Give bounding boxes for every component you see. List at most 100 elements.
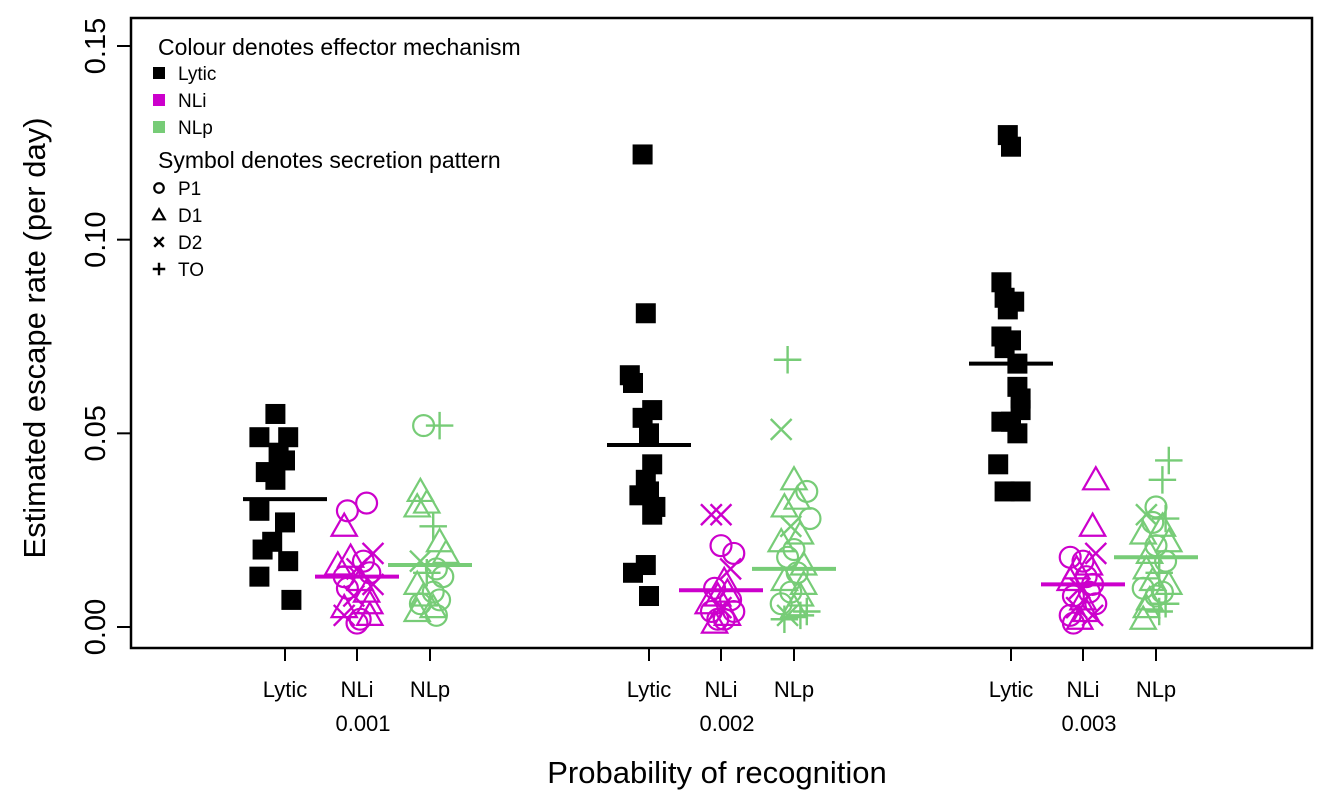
series-0.003-nli (1055, 464, 1111, 635)
point-cross (1081, 604, 1104, 627)
legend-symbol-circle (153, 182, 165, 194)
point-square (994, 338, 1015, 359)
legend-symbol-triangle (151, 207, 167, 221)
point-square (639, 423, 659, 444)
group-label: 0.001 (335, 711, 390, 736)
point-square (249, 500, 270, 521)
legend-colour-label: NLp (178, 118, 213, 139)
group-label: 0.002 (699, 711, 754, 736)
legend-colour-swatch (153, 67, 165, 79)
point-circle (355, 491, 379, 515)
x-tick-label: Lytic (263, 677, 307, 702)
legend-symbol-cross (153, 236, 165, 248)
point-square (639, 586, 659, 607)
point-triangle (782, 484, 812, 510)
x-tick-label: NLp (1136, 677, 1176, 702)
point-triangle (1055, 565, 1085, 592)
point-cross (709, 503, 733, 526)
point-square (994, 481, 1015, 502)
x-tick-label: NLi (340, 677, 373, 702)
x-tick-label: NLp (410, 677, 450, 702)
legend-colour-label: NLi (178, 91, 207, 112)
legend-colour-label: Lytic (178, 64, 216, 85)
point-triangle (402, 492, 432, 518)
x-axis: Lytic NLi NLp 0.001 Lytic NLi NLp 0.002 Lytic NLi… (263, 647, 1176, 736)
point-triangle (700, 608, 730, 634)
point-triangle (1154, 526, 1184, 553)
series-0.001-nlp (402, 411, 461, 627)
legend-symbol-title: Symbol denotes secretion pattern (158, 147, 501, 173)
point-square (252, 539, 273, 560)
point-square (642, 504, 663, 525)
legend-symbol-label: P1 (178, 179, 201, 200)
legend-symbol-label: D1 (178, 206, 202, 227)
x-tick-label: NLi (704, 677, 737, 702)
point-square (1001, 136, 1021, 157)
legend-colour-swatch (153, 94, 165, 106)
point-circle (712, 607, 736, 631)
point-square (997, 299, 1018, 320)
series-0.003-lytic (988, 125, 1031, 502)
series-0.002-nlp (766, 345, 822, 634)
point-cross (342, 584, 366, 608)
point-square (275, 450, 295, 471)
point-square (1007, 423, 1028, 444)
y-tick-label: 0.05 (80, 405, 112, 461)
point-circle (1061, 611, 1085, 635)
data-marks (249, 125, 1184, 635)
point-triangle (405, 476, 435, 503)
point-triangle (329, 592, 359, 619)
legend-symbol-plus (152, 262, 166, 276)
point-square (278, 427, 299, 448)
point-square (275, 512, 295, 533)
point-circle (782, 537, 806, 562)
point-triangle (1128, 519, 1158, 545)
legend-colour-swatch (153, 121, 165, 133)
point-square (991, 272, 1012, 293)
point-triangle (1128, 604, 1158, 630)
point-plus (1148, 466, 1177, 494)
point-square (249, 427, 270, 448)
legend-symbol-label: D2 (178, 233, 202, 254)
series-0.002-lytic (619, 144, 666, 607)
y-tick-label: 0.00 (80, 599, 112, 655)
series-0.001-lytic (249, 403, 302, 610)
point-triangle (336, 542, 366, 568)
point-plus (1155, 446, 1183, 475)
point-triangle (323, 550, 353, 576)
point-square (1010, 481, 1031, 502)
point-triangle (779, 464, 809, 491)
legend: Colour denotes effector mechanism Lytic NL… (151, 34, 521, 281)
x-tick-label: Lytic (989, 677, 1033, 702)
point-square (629, 485, 650, 506)
point-plus (770, 605, 799, 634)
point-circle (345, 611, 369, 635)
y-axis-title: Estimated escape rate (per day) (17, 117, 52, 558)
point-plus (419, 512, 447, 541)
point-circle (421, 580, 445, 604)
point-triangle (402, 596, 432, 623)
point-square (265, 469, 286, 490)
legend-symbol-label: TO (178, 260, 204, 281)
point-circle (722, 541, 746, 565)
series-0.003-nlp (1128, 446, 1184, 630)
legend-colour-title: Colour denotes effector mechanism (158, 34, 521, 60)
point-triangle (1154, 569, 1184, 595)
point-square (632, 407, 653, 428)
y-tick-label: 0.15 (80, 18, 112, 74)
point-circle (769, 592, 793, 616)
point-triangle (1065, 604, 1095, 630)
y-axis: 0.00 0.05 0.10 0.15 (80, 18, 132, 655)
point-square (635, 303, 656, 324)
point-circle (424, 603, 448, 627)
point-triangle (789, 550, 819, 576)
point-triangle (1068, 585, 1098, 611)
point-square (265, 403, 286, 424)
point-square (623, 562, 643, 583)
point-square (278, 551, 299, 572)
point-circle (709, 534, 733, 558)
mean-lines (243, 361, 1198, 593)
point-plus (1145, 597, 1173, 626)
point-square (281, 589, 302, 610)
